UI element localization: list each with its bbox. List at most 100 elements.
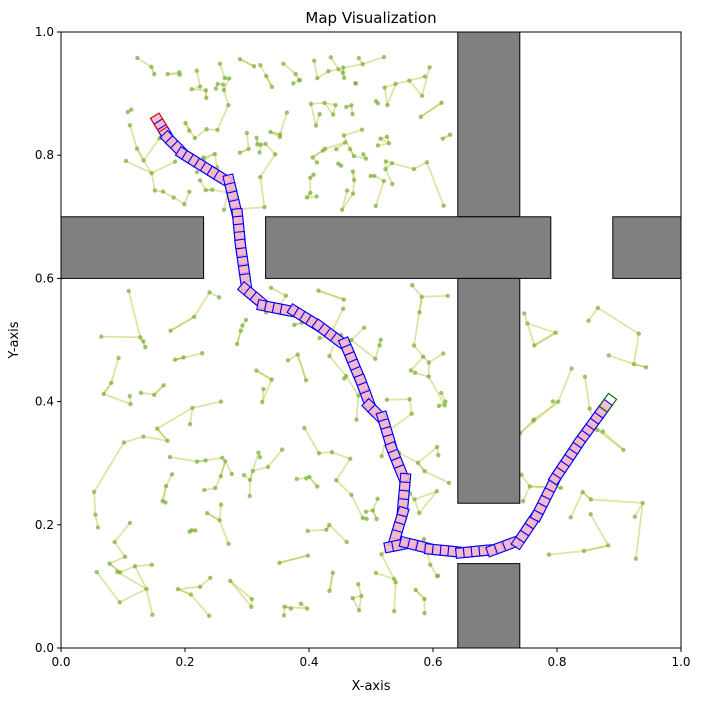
tree-node (344, 105, 348, 109)
tree-node (352, 154, 356, 158)
tree-edge (311, 104, 316, 126)
tree-node (122, 440, 126, 444)
tree-node (340, 208, 344, 212)
tree-node (412, 497, 416, 501)
tree-node (364, 517, 368, 521)
tree-node (230, 472, 234, 476)
tree-node (326, 69, 330, 73)
tree-node (263, 142, 267, 146)
tree-node (204, 188, 208, 192)
tree-edge (385, 88, 388, 106)
tree-node (342, 297, 346, 301)
tree-node (311, 172, 315, 176)
tree-node (329, 55, 333, 59)
tree-node (165, 439, 169, 443)
tree-edge (523, 487, 530, 502)
tree-node (123, 555, 127, 559)
tree-node (379, 454, 383, 458)
tree-node (204, 96, 208, 100)
tree-node (139, 391, 143, 395)
tree-node (422, 597, 426, 601)
tree-node (176, 587, 180, 591)
tree-node (521, 499, 525, 503)
tree-node (298, 78, 302, 82)
tree-node (596, 306, 600, 310)
tree-node (322, 101, 326, 105)
tree-node (198, 585, 202, 589)
tree-node (294, 72, 298, 76)
y-tick-label: 0.8 (35, 148, 54, 162)
tree-node (553, 331, 557, 335)
tree-node (107, 561, 111, 565)
tree-edge (429, 353, 443, 362)
tree-edge (178, 587, 200, 589)
tree-node (226, 103, 230, 107)
y-tick-label: 0.0 (35, 641, 54, 655)
tree-edge (157, 408, 192, 429)
tree-node (266, 465, 270, 469)
tree-node (569, 366, 573, 370)
tree-node (93, 512, 97, 516)
tree-node (333, 103, 337, 107)
tree-node (143, 345, 147, 349)
tree-node (621, 448, 625, 452)
tree-node (435, 489, 439, 493)
tree-node (315, 484, 319, 488)
tree-node (257, 150, 261, 154)
tree-edge (634, 334, 639, 364)
tree-edge (206, 458, 223, 461)
tree-node (357, 608, 361, 612)
tree-edge (422, 296, 448, 297)
tree-node (339, 163, 343, 167)
tree-node (183, 121, 187, 125)
tree-node (448, 133, 452, 137)
tree-edge (280, 113, 287, 135)
tree-node (428, 563, 432, 567)
tree-edge (591, 499, 643, 502)
tree-node (204, 127, 208, 131)
tree-node (135, 56, 139, 60)
tree-node (284, 293, 288, 297)
tree-node (349, 103, 353, 107)
tree-node (376, 143, 380, 147)
tree-node (384, 159, 388, 163)
tree-node (531, 418, 535, 422)
tree-node (200, 351, 204, 355)
tree-node (187, 189, 191, 193)
tree-node (286, 358, 290, 362)
tree-node (129, 107, 133, 111)
tree-node (222, 88, 226, 92)
tree-node (376, 101, 380, 105)
tree-edge (308, 530, 327, 531)
tree-node (345, 188, 349, 192)
tree-node (112, 540, 116, 544)
tree-node (128, 402, 132, 406)
tree-node (413, 371, 417, 375)
tree-edge (318, 291, 343, 300)
tree-edge (609, 355, 634, 364)
tree-node (532, 343, 536, 347)
tree-edge (591, 514, 609, 545)
tree-node (195, 459, 199, 463)
tree-edge (418, 447, 437, 463)
tree-edge (97, 572, 120, 602)
tree-node (217, 295, 221, 299)
tree-edge (375, 340, 380, 359)
tree-edge (120, 589, 147, 602)
tree-node (317, 112, 321, 116)
tree-node (182, 202, 186, 206)
tree-node (357, 56, 361, 60)
tree-node (170, 472, 174, 476)
tree-node (302, 426, 306, 430)
tree-node (101, 392, 105, 396)
tree-node (215, 128, 219, 132)
tree-edge (260, 177, 264, 207)
tree-node (633, 515, 637, 519)
tree-edge (392, 163, 414, 169)
tree-node (222, 208, 226, 212)
tree-edge (427, 162, 444, 205)
tree-edge (194, 292, 209, 317)
tree-node (323, 147, 327, 151)
tree-node (373, 357, 377, 361)
tree-node (295, 352, 299, 356)
